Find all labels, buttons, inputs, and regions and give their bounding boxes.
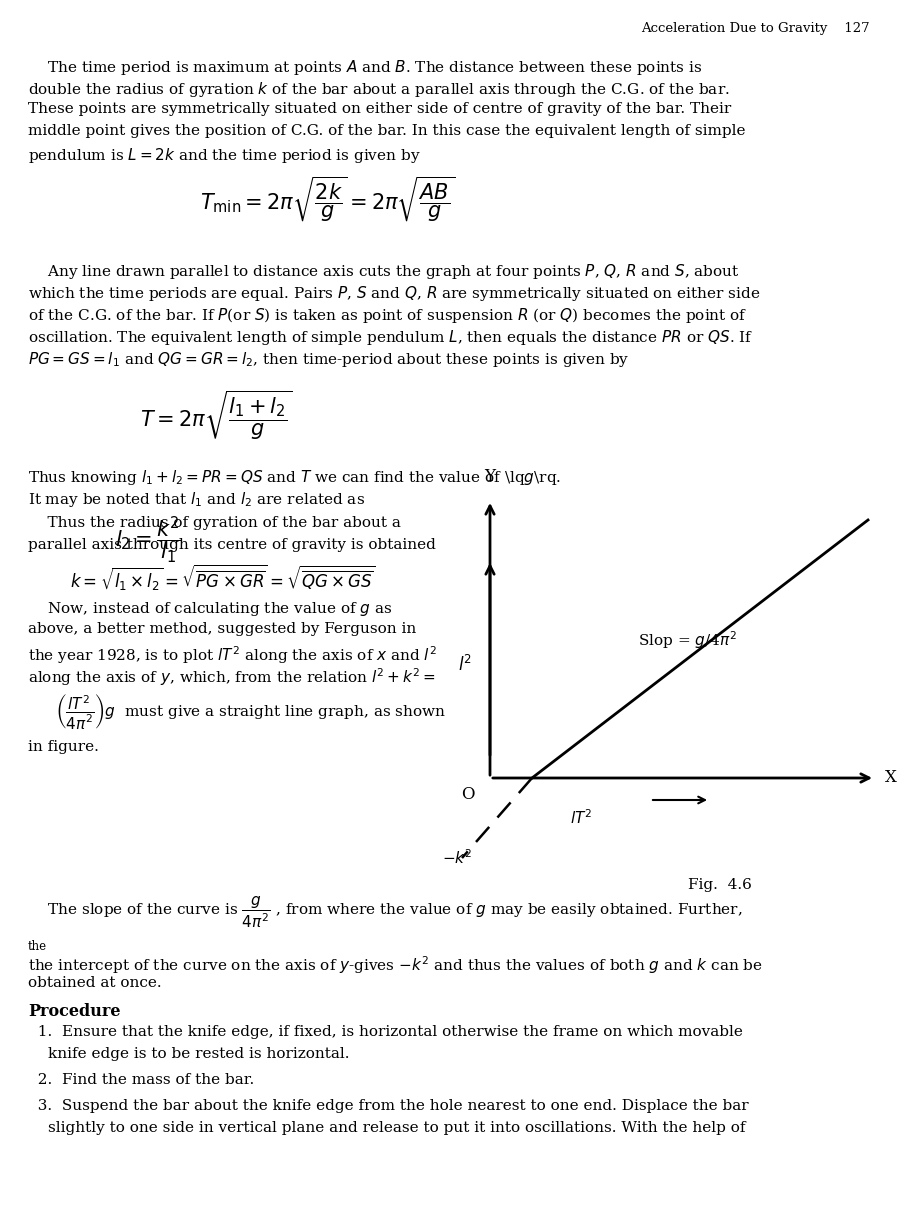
Text: the: the [28, 940, 47, 953]
Text: Now, instead of calculating the value of $g$ as: Now, instead of calculating the value of… [28, 599, 392, 618]
Text: $-k^2$: $-k^2$ [442, 848, 472, 868]
Text: double the radius of gyration $k$ of the bar about a parallel axis through the C: double the radius of gyration $k$ of the… [28, 80, 730, 98]
Text: parallel axis through its centre of gravity is obtained: parallel axis through its centre of grav… [28, 538, 436, 551]
Text: middle point gives the position of C.G. of the bar. In this case the equivalent : middle point gives the position of C.G. … [28, 124, 745, 138]
Text: in figure.: in figure. [28, 740, 99, 755]
Text: The slope of the curve is $\dfrac{g}{4\pi^2}$ , from where the value of $g$ may : The slope of the curve is $\dfrac{g}{4\p… [28, 895, 742, 931]
Text: knife edge is to be rested is horizontal.: knife edge is to be rested is horizontal… [48, 1048, 349, 1061]
Text: 3.  Suspend the bar about the knife edge from the hole nearest to one end. Displ: 3. Suspend the bar about the knife edge … [28, 1099, 749, 1113]
Text: O: O [462, 787, 475, 803]
Text: It may be noted that $l_1$ and $l_2$ are related as: It may be noted that $l_1$ and $l_2$ are… [28, 490, 365, 508]
Text: pendulum is $L = 2k$ and the time period is given by: pendulum is $L = 2k$ and the time period… [28, 146, 420, 165]
Text: slightly to one side in vertical plane and release to put it into oscillations. : slightly to one side in vertical plane a… [48, 1121, 745, 1135]
Text: obtained at once.: obtained at once. [28, 976, 162, 990]
Text: along the axis of $y$, which, from the relation $l^2 + k^2 =$: along the axis of $y$, which, from the r… [28, 666, 436, 688]
Text: $PG = GS = l_1$ and $QG = GR = l_2$, then time-period about these points is give: $PG = GS = l_1$ and $QG = GR = l_2$, the… [28, 350, 629, 369]
Text: $T= 2\pi \sqrt{\dfrac{l_1 + l_2}{g}}$: $T= 2\pi \sqrt{\dfrac{l_1 + l_2}{g}}$ [140, 388, 292, 442]
Text: $l_2 = \dfrac{k^2}{l_1}$: $l_2 = \dfrac{k^2}{l_1}$ [115, 515, 182, 566]
Text: Thus the radius of gyration of the bar about a: Thus the radius of gyration of the bar a… [28, 516, 400, 531]
Text: Procedure: Procedure [28, 1003, 121, 1020]
Text: Thus knowing $l_1 + l_2 = PR = QS$ and $T$ we can find the value of \lq$g$\rq.: Thus knowing $l_1 + l_2 = PR = QS$ and $… [28, 468, 562, 487]
Text: $k = \sqrt{l_1 \times l_2} = \sqrt{\overline{PG \times GR}} = \sqrt{\overline{QG: $k = \sqrt{l_1 \times l_2} = \sqrt{\over… [70, 563, 375, 593]
Text: These points are symmetrically situated on either side of centre of gravity of t: These points are symmetrically situated … [28, 102, 731, 116]
Text: Any line drawn parallel to distance axis cuts the graph at four points $P$, $Q$,: Any line drawn parallel to distance axis… [28, 262, 740, 281]
Text: $T_{\mathrm{min}} = 2\pi \sqrt{\dfrac{2k}{g}} = 2\pi \sqrt{\dfrac{AB}{g}}$: $T_{\mathrm{min}} = 2\pi \sqrt{\dfrac{2k… [200, 175, 455, 224]
Text: of the C.G. of the bar. If $P$(or $S$) is taken as point of suspension $R$ (or $: of the C.G. of the bar. If $P$(or $S$) i… [28, 307, 747, 325]
Text: the year 1928, is to plot $lT^2$ along the axis of $x$ and $l^2$: the year 1928, is to plot $lT^2$ along t… [28, 644, 437, 666]
Text: Acceleration Due to Gravity    127: Acceleration Due to Gravity 127 [642, 22, 870, 34]
Text: 2.  Find the mass of the bar.: 2. Find the mass of the bar. [28, 1073, 254, 1087]
Text: $l^2$: $l^2$ [458, 655, 472, 675]
Text: above, a better method, suggested by Ferguson in: above, a better method, suggested by Fer… [28, 622, 416, 636]
Text: Slop = $g$/4$\pi^2$: Slop = $g$/4$\pi^2$ [638, 629, 737, 651]
Text: which the time periods are equal. Pairs $P$, $S$ and $Q$, $R$ are symmetrically : which the time periods are equal. Pairs … [28, 284, 760, 303]
Text: 1.  Ensure that the knife edge, if fixed, is horizontal otherwise the frame on w: 1. Ensure that the knife edge, if fixed,… [28, 1025, 742, 1039]
Text: Fig.  4.6: Fig. 4.6 [688, 878, 752, 892]
Text: X: X [885, 769, 897, 787]
Text: oscillation. The equivalent length of simple pendulum $L$, then equals the dista: oscillation. The equivalent length of si… [28, 327, 753, 347]
Text: $lT^2$: $lT^2$ [570, 808, 592, 827]
Text: $\left(\dfrac{lT^2}{4\pi^2}\right)g$  must give a straight line graph, as shown: $\left(\dfrac{lT^2}{4\pi^2}\right)g$ mus… [55, 692, 446, 731]
Text: Y: Y [484, 468, 496, 485]
Text: the intercept of the curve on the axis of $y$-gives $-k^2$ and thus the values o: the intercept of the curve on the axis o… [28, 954, 763, 976]
Text: The time period is maximum at points $A$ and $B$. The distance between these poi: The time period is maximum at points $A$… [28, 58, 703, 78]
